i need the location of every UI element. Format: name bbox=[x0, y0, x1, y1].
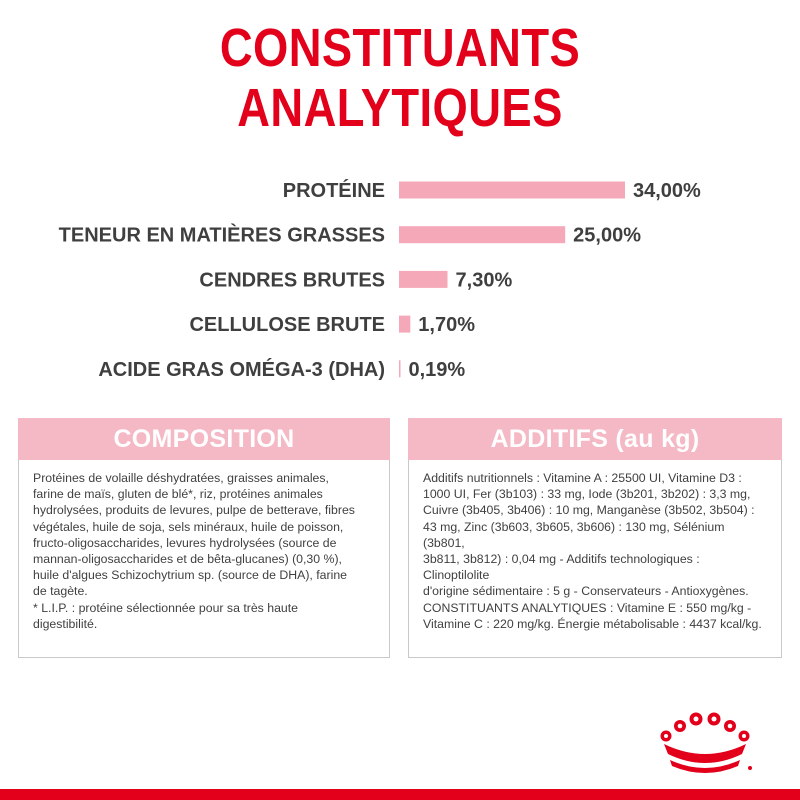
bottom-accent-bar bbox=[0, 789, 800, 800]
category-label: TENEUR EN MATIÈRES GRASSES bbox=[59, 224, 385, 247]
bar bbox=[399, 181, 625, 199]
composition-heading: COMPOSITION bbox=[18, 418, 390, 460]
category-label: ACIDE GRAS OMÉGA-3 (DHA) bbox=[98, 358, 385, 381]
bar bbox=[399, 360, 401, 378]
bar bbox=[399, 270, 448, 288]
nutrient-bar-chart: PROTÉINE 34,00% TENEUR EN MATIÈRES GRASSES… bbox=[59, 179, 701, 381]
value-label: 0,19% bbox=[409, 359, 466, 381]
page-title: CONSTITUANTS ANALYTIQUES bbox=[219, 18, 581, 138]
value-label: 7,30% bbox=[456, 269, 513, 291]
composition-text: Protéines de volaille déshydratées, grai… bbox=[18, 460, 390, 658]
royal-canin-crown-icon bbox=[660, 712, 752, 773]
category-label: CELLULOSE BRUTE bbox=[189, 314, 385, 336]
category-label: CENDRES BRUTES bbox=[199, 269, 385, 291]
composition-panel: COMPOSITION Protéines de volaille déshyd… bbox=[18, 418, 390, 660]
additifs-panel: ADDITIFS (au kg) Additifs nutritionnels … bbox=[408, 418, 782, 660]
value-label: 1,70% bbox=[418, 314, 475, 336]
bar bbox=[399, 226, 566, 244]
category-label: PROTÉINE bbox=[283, 179, 385, 202]
value-label: 34,00% bbox=[633, 180, 701, 202]
bar bbox=[399, 315, 411, 333]
additifs-text: Additifs nutritionnels : Vitamine A : 25… bbox=[408, 460, 782, 658]
additifs-heading: ADDITIFS (au kg) bbox=[408, 418, 782, 460]
value-label: 25,00% bbox=[573, 225, 641, 247]
